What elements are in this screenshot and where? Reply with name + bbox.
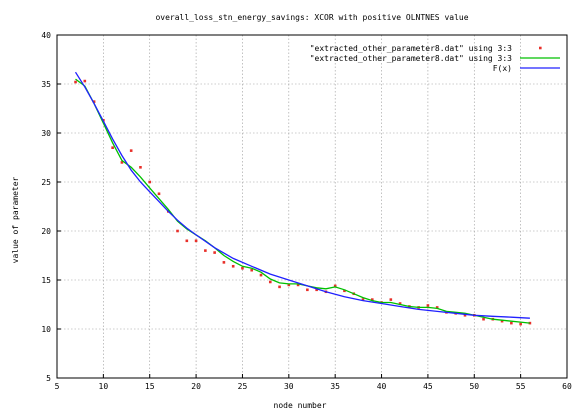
data-point (482, 317, 485, 321)
data-point (157, 192, 161, 196)
data-point (519, 322, 522, 326)
legend-label: "extracted_other_parameter8.dat" using 3… (310, 44, 512, 53)
data-point (296, 283, 300, 287)
data-point (500, 319, 504, 323)
data-point (222, 261, 226, 264)
data-point (139, 166, 142, 169)
grid (57, 35, 567, 378)
data-point (268, 280, 272, 284)
data-point (278, 285, 281, 289)
x-tick-label: 20 (191, 382, 201, 391)
data-point (463, 313, 467, 317)
data-point (185, 239, 189, 243)
series-line (75, 78, 530, 324)
data-point (74, 80, 77, 84)
data-point (315, 288, 318, 292)
x-tick-label: 40 (377, 382, 387, 391)
data-point (111, 146, 114, 149)
x-axis-label: node number (274, 401, 327, 410)
x-tick-label: 25 (238, 382, 248, 391)
data-point (333, 284, 337, 288)
legend-label: "extracted_other_parameter8.dat" using 3… (310, 54, 512, 63)
y-tick-label: 5 (46, 374, 51, 383)
y-tick-label: 40 (41, 31, 51, 40)
data-point (129, 149, 133, 152)
y-tick-label: 30 (41, 129, 51, 138)
data-point (250, 268, 254, 272)
data-point (510, 321, 513, 325)
data-point (120, 161, 124, 164)
data-point (259, 273, 263, 277)
x-tick-label: 60 (562, 382, 572, 391)
y-tick-label: 25 (41, 178, 51, 187)
legend-swatch (539, 46, 542, 50)
x-tick-label: 50 (469, 382, 479, 391)
data-point (204, 249, 207, 252)
data-point (213, 251, 216, 254)
data-point (92, 100, 96, 103)
data-point (435, 306, 439, 309)
x-tick-label: 5 (55, 382, 60, 391)
x-axis-ticks: 5 10 15 20 25 30 35 40 45 50 55 60 (55, 374, 572, 391)
y-axis-label: value of parameter (11, 176, 20, 263)
legend: "extracted_other_parameter8.dat" using 3… (310, 44, 560, 73)
data-point (83, 79, 87, 83)
data-point (241, 266, 244, 270)
x-tick-label: 55 (516, 382, 526, 391)
data-point (528, 321, 532, 325)
data-point (148, 180, 152, 184)
legend-label: F(x) (493, 64, 512, 73)
data-point (398, 302, 402, 305)
x-tick-label: 15 (145, 382, 155, 391)
x-tick-label: 10 (99, 382, 109, 391)
plot-frame (56, 34, 568, 379)
y-axis-ticks: 5 10 15 20 25 30 35 40 (41, 31, 61, 383)
data-point (343, 289, 346, 293)
data-point (361, 298, 365, 301)
y-tick-label: 35 (41, 80, 51, 89)
data-point (370, 298, 374, 301)
series-points (74, 79, 532, 326)
y-tick-label: 15 (41, 276, 51, 285)
fit-curve-line (74, 71, 530, 319)
x-tick-label: 35 (330, 382, 340, 391)
data-point (194, 239, 198, 243)
data-point (231, 264, 235, 268)
data-point (176, 229, 179, 233)
x-tick-label: 30 (284, 382, 294, 391)
data-point (426, 304, 430, 307)
x-tick-label: 45 (423, 382, 433, 391)
chart-title: overall_loss_stn_energy_savings: XCOR wi… (155, 13, 468, 22)
data-point (287, 283, 291, 287)
data-point (306, 288, 309, 292)
y-tick-label: 20 (41, 227, 51, 236)
y-tick-label: 10 (41, 325, 51, 334)
series-layer (74, 71, 532, 326)
data-point (389, 298, 393, 301)
